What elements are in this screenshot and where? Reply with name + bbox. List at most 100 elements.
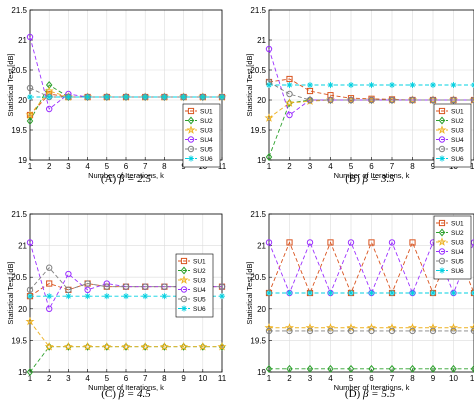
panel-caption: (D) β = 5.5	[345, 388, 396, 400]
legend-label: SU2	[451, 118, 464, 125]
y-axis-label: Statistical Test [dB]	[245, 261, 254, 324]
x-tick-label: 1	[267, 162, 272, 171]
y-tick-label: 20	[18, 305, 27, 314]
y-tick-label: 20.5	[11, 66, 27, 75]
data-point	[26, 239, 34, 246]
data-point	[179, 341, 189, 351]
y-tick-label: 19.5	[11, 126, 27, 135]
data-point	[306, 239, 314, 246]
caption-label: (D)	[345, 388, 361, 400]
data-point	[199, 94, 206, 100]
legend-label: SU2	[200, 118, 213, 125]
data-point	[285, 323, 294, 332]
x-tick-label: 2	[287, 162, 292, 171]
panel-caption: (B) β = 3.5	[345, 173, 395, 185]
data-point	[470, 364, 474, 373]
series-line	[29, 321, 222, 348]
y-tick-label: 20.5	[11, 273, 27, 282]
data-point	[450, 327, 457, 335]
data-point	[306, 327, 314, 335]
series-su3	[264, 323, 474, 332]
legend-label: SU5	[200, 146, 213, 153]
legend-label: SU2	[193, 268, 206, 275]
data-point	[65, 270, 72, 278]
data-point	[327, 82, 334, 88]
data-point	[122, 283, 130, 290]
y-tick-label: 21	[18, 36, 27, 45]
x-tick-label: 9	[431, 162, 436, 171]
data-point	[46, 94, 53, 100]
data-point	[142, 283, 149, 290]
data-point	[346, 323, 356, 332]
legend-marker	[187, 116, 195, 125]
x-tick-label: 2	[47, 374, 52, 383]
data-point	[286, 290, 293, 296]
x-tick-label: 7	[143, 162, 148, 171]
x-tick-label: 11	[470, 374, 474, 383]
legend-label: SU4	[193, 287, 206, 294]
y-tick-label: 21	[257, 242, 266, 251]
data-point	[27, 94, 33, 100]
x-tick-label: 3	[308, 162, 313, 171]
legend-marker	[180, 266, 188, 275]
data-point	[471, 290, 474, 296]
x-tick-label: 11	[470, 162, 474, 171]
data-point	[65, 286, 72, 294]
data-point	[388, 327, 396, 335]
legend-label: SU1	[193, 258, 206, 265]
y-tick-label: 19	[18, 156, 27, 165]
data-point	[180, 94, 187, 100]
chart-panel-d: 1 2 3 4 5 6 7 8 9 10 11 19 19.5 20 20.5 21 21.5 Number of…	[245, 210, 474, 400]
data-point	[327, 327, 334, 335]
legend-label: SU4	[451, 249, 464, 256]
data-point	[142, 94, 149, 100]
data-point	[409, 239, 416, 246]
legend: SU1 SU2 SU3 SU4 SU5 SU6	[433, 103, 472, 168]
data-point	[46, 305, 53, 312]
x-tick-label: 7	[390, 162, 395, 171]
data-point	[103, 280, 111, 287]
series-su5	[265, 327, 474, 335]
data-point	[307, 82, 313, 88]
data-point	[327, 364, 334, 373]
data-point	[409, 327, 416, 335]
legend-marker	[438, 219, 446, 227]
data-point	[266, 290, 272, 296]
legend-label: SU5	[451, 146, 464, 153]
x-tick-label: 3	[66, 374, 71, 383]
x-tick-label: 10	[198, 374, 207, 383]
data-point	[306, 364, 314, 373]
x-tick-label: 1	[267, 374, 272, 383]
data-point	[450, 82, 457, 88]
data-point	[123, 94, 129, 100]
legend-marker	[437, 237, 447, 246]
y-tick-label: 19.5	[250, 336, 266, 345]
caption-beta: β = 3.5	[362, 173, 396, 185]
data-point	[327, 290, 334, 296]
data-point	[217, 341, 227, 351]
data-point	[388, 96, 396, 104]
legend-label: SU1	[451, 108, 464, 115]
data-point	[327, 96, 334, 104]
data-point	[409, 82, 416, 88]
data-point	[123, 293, 129, 300]
data-point	[286, 364, 293, 373]
data-point	[430, 290, 436, 296]
data-point	[103, 94, 110, 100]
legend-marker	[179, 275, 189, 284]
y-tick-label: 21.5	[11, 210, 27, 219]
data-point	[83, 341, 93, 351]
y-tick-label: 19	[257, 368, 266, 377]
data-point	[84, 280, 91, 287]
x-axis-label: Number of Iterations, k	[88, 383, 164, 392]
data-point	[26, 117, 34, 125]
data-point	[103, 293, 110, 300]
data-point	[140, 341, 150, 351]
legend-label: SU4	[200, 137, 213, 144]
legend-marker	[438, 145, 446, 153]
x-tick-label: 6	[369, 374, 374, 383]
legend-label: SU4	[451, 137, 464, 144]
y-tick-label: 20	[257, 305, 266, 314]
